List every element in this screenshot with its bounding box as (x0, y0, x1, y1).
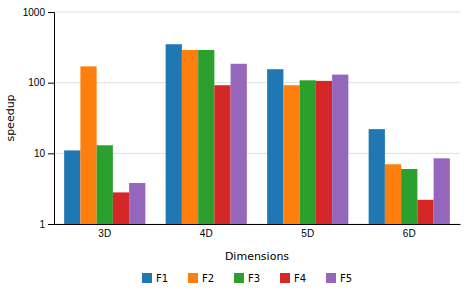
bar (385, 164, 401, 224)
bar (369, 129, 385, 224)
x-tick-label: 6D (403, 228, 416, 239)
y-tick-label: 1 (39, 219, 45, 230)
bar (182, 50, 198, 224)
y-tick: 100 (28, 77, 54, 88)
x-axis: 3D 4D 5D 6D (55, 224, 461, 239)
bar (267, 69, 283, 224)
legend-item: F1 (142, 273, 168, 284)
legend-item: F5 (326, 273, 352, 284)
bar (231, 64, 247, 224)
bar (97, 145, 113, 224)
legend-item: F4 (280, 273, 306, 284)
x-tick-label: 5D (301, 228, 314, 239)
bar (113, 192, 129, 224)
legend-label: F4 (294, 273, 306, 284)
y-tick-line (48, 224, 54, 225)
x-tick: 6D (403, 224, 416, 239)
grid (54, 12, 460, 224)
legend-label: F2 (202, 273, 214, 284)
bar (283, 85, 299, 224)
legend-label: F1 (156, 273, 168, 284)
bar (166, 44, 182, 224)
legend-label: F3 (248, 273, 260, 284)
y-tick-label: 1000 (23, 7, 46, 18)
y-tick-line (48, 83, 54, 84)
legend-item: F3 (234, 273, 260, 284)
bar (214, 85, 230, 224)
bar (316, 81, 332, 224)
bar (401, 169, 417, 224)
x-axis-line (55, 224, 461, 225)
y-axis-line (48, 13, 55, 225)
bars (64, 44, 450, 224)
grid-line (54, 12, 460, 13)
x-tick-label: 4D (200, 228, 213, 239)
y-tick-line (48, 12, 54, 13)
legend-swatch (142, 273, 152, 283)
y-tick-line (48, 153, 54, 154)
legend-swatch (326, 273, 336, 283)
bar (434, 158, 450, 224)
legend: F1 F2 F3 F4 F5 (142, 273, 352, 284)
legend-swatch (234, 273, 244, 283)
y-tick: 1 (39, 219, 54, 230)
x-tick: 4D (200, 224, 213, 239)
bar (300, 80, 316, 224)
plot: 3D 4D 5D 6D 1 10 100 1000 (23, 7, 461, 239)
bar (198, 50, 214, 224)
y-tick-label: 10 (34, 148, 46, 159)
x-tick: 3D (98, 224, 111, 239)
y-tick-label: 100 (28, 77, 45, 88)
bar (80, 66, 96, 224)
bar (129, 183, 145, 224)
grid-line (54, 153, 460, 154)
grid-line (54, 82, 460, 83)
legend-swatch (188, 273, 198, 283)
legend-swatch (280, 273, 290, 283)
bar (64, 150, 80, 224)
bar (332, 75, 348, 224)
chart-svg: 3D4D5D6D1101001000DimensionsspeedupF1F2F… (0, 0, 474, 298)
x-tick-label: 3D (98, 228, 111, 239)
bar (417, 200, 433, 224)
y-axis-title: speedup (4, 94, 17, 141)
y-tick: 10 (34, 148, 54, 159)
y-tick: 1000 (23, 7, 54, 18)
legend-item: F2 (188, 273, 214, 284)
x-axis-title: Dimensions (225, 250, 289, 263)
legend-label: F5 (340, 273, 352, 284)
x-tick: 5D (301, 224, 314, 239)
y-axis: 1 10 100 1000 (23, 7, 55, 230)
